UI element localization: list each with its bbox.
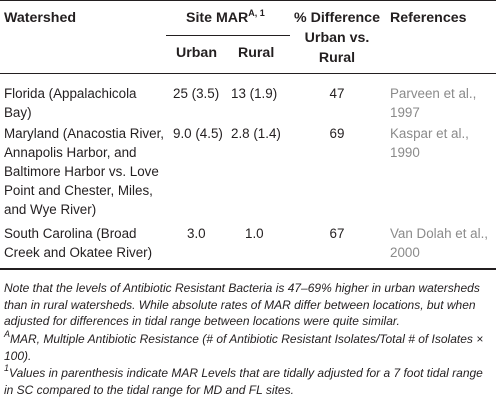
row-maryland-rural: 2.8 (1.4) bbox=[231, 126, 281, 141]
row-south-carolina-reference: Van Dolah et al., 2000 bbox=[390, 224, 488, 262]
row-south-carolina-rural: 1.0 bbox=[245, 226, 264, 241]
site-mar-underline bbox=[166, 35, 290, 36]
row-maryland-watershed-line: Point and Chester, Miles, bbox=[4, 183, 153, 198]
row-florida-reference-line: Parveen et al., bbox=[390, 86, 477, 101]
footnote-a-text: MAR, Multiple Antibiotic Resistance (# o… bbox=[4, 332, 484, 363]
header-watershed: Watershed bbox=[4, 10, 77, 26]
header-pct-diff-line3: Rural bbox=[318, 50, 356, 66]
row-maryland-reference: Kaspar et al., 1990 bbox=[390, 124, 469, 162]
header-pct-diff-line1: % Difference bbox=[294, 10, 380, 26]
footnote-a: AMAR, Multiple Antibiotic Resistance (# … bbox=[4, 329, 490, 364]
row-maryland-watershed-line: Maryland (Anacostia River, bbox=[4, 126, 165, 141]
row-florida-reference: Parveen et al., 1997 bbox=[390, 84, 476, 122]
row-south-carolina-urban: 3.0 bbox=[187, 226, 206, 241]
table-note: Note that the levels of Antibiotic Resis… bbox=[4, 281, 480, 328]
header-references: References bbox=[390, 10, 467, 26]
footnote-1: 1Values in parenthesis indicate MAR Leve… bbox=[4, 363, 490, 398]
row-south-carolina-watershed: South Carolina (Broad Creek and Okatee R… bbox=[4, 224, 174, 262]
row-south-carolina-reference-line: 2000 bbox=[390, 245, 420, 260]
row-maryland-watershed: Maryland (Anacostia River, Annapolis Har… bbox=[4, 124, 174, 219]
header-pct-diff-line2: Urban vs. bbox=[304, 30, 370, 46]
row-florida-watershed: Florida (Appalachicola Bay) bbox=[4, 84, 174, 122]
header-site-mar-superscript: A, 1 bbox=[248, 8, 265, 18]
row-south-carolina-watershed-line: South Carolina (Broad bbox=[4, 226, 137, 241]
header-urban: Urban bbox=[176, 45, 217, 61]
header-bottom-rule bbox=[0, 73, 496, 74]
row-florida-watershed-line: Bay) bbox=[4, 105, 32, 120]
header-pct-diff: % Difference Urban vs. Rural bbox=[290, 8, 384, 68]
row-florida-watershed-line: Florida (Appalachicola bbox=[4, 86, 137, 101]
row-maryland-watershed-line: Annapolis Harbor, and bbox=[4, 145, 137, 160]
footnote-1-text: Values in parenthesis indicate MAR Level… bbox=[4, 366, 483, 397]
row-south-carolina-reference-line: Van Dolah et al., bbox=[390, 226, 489, 241]
header-site-mar: Site MARA, 1 bbox=[186, 8, 265, 28]
row-maryland-watershed-line: and Wye River) bbox=[4, 202, 97, 217]
footnote-a-mark: A bbox=[4, 329, 11, 339]
row-south-carolina-watershed-line: Creek and Okatee River) bbox=[4, 245, 153, 260]
row-florida-urban: 25 (3.5) bbox=[173, 86, 220, 101]
row-florida-pct: 47 bbox=[329, 86, 345, 101]
table-bottom-rule bbox=[0, 268, 496, 270]
row-maryland-watershed-line: Baltimore Harbor vs. Love bbox=[4, 164, 159, 179]
row-maryland-reference-line: 1990 bbox=[390, 145, 420, 160]
row-maryland-reference-line: Kaspar et al., bbox=[390, 126, 469, 141]
row-florida-reference-line: 1997 bbox=[390, 105, 420, 120]
row-maryland-pct: 69 bbox=[329, 126, 345, 141]
header-rural: Rural bbox=[238, 45, 275, 61]
table-top-rule bbox=[0, 0, 496, 1]
row-south-carolina-pct: 67 bbox=[329, 226, 345, 241]
row-florida-rural: 13 (1.9) bbox=[231, 86, 278, 101]
footnote-1-mark: 1 bbox=[4, 363, 10, 373]
header-site-mar-label: Site MAR bbox=[186, 10, 249, 26]
row-maryland-urban: 9.0 (4.5) bbox=[173, 126, 223, 141]
